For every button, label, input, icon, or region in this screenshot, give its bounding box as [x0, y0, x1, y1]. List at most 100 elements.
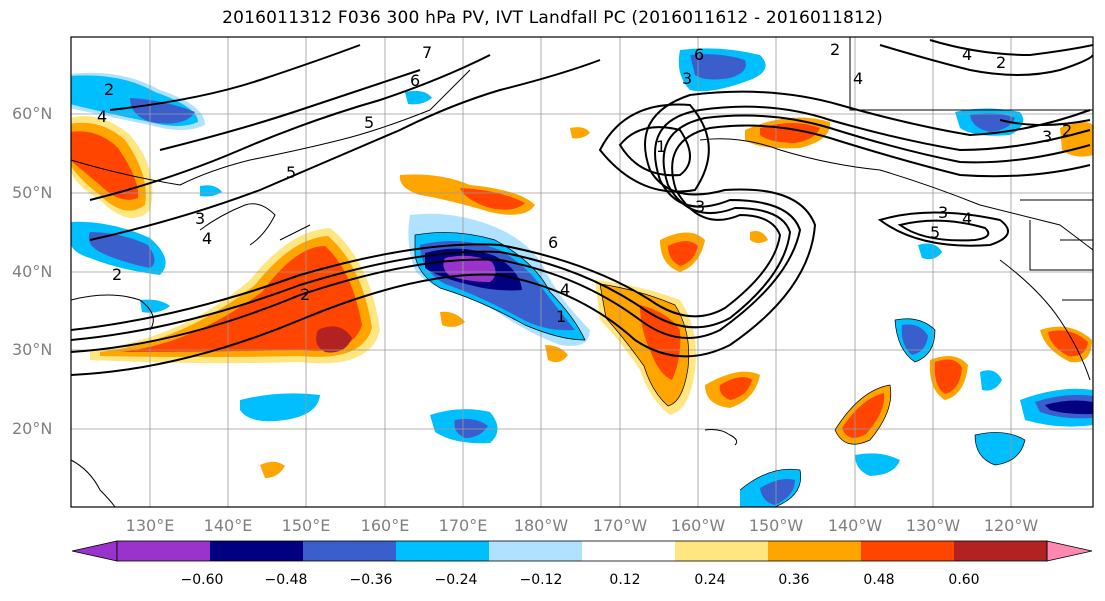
lon-label: 140°W: [827, 516, 883, 535]
contour-label: 4: [853, 69, 863, 88]
plot-frame: [70, 36, 1094, 508]
contour-label: 7: [422, 43, 432, 62]
positive-anomaly-region: [316, 326, 352, 353]
contour-label: 5: [286, 163, 296, 182]
shaded-fields: [71, 48, 1093, 507]
contour-label: 2: [1062, 121, 1072, 140]
colorbar-bin: [954, 541, 1048, 561]
lat-label: 60°N: [12, 104, 53, 123]
contour-labels: 2 4 2 4 1 5 5 6 6 7 1 3 3 4 2 2 4 4 2 3 …: [97, 40, 1072, 326]
colorbar-bin: [489, 541, 583, 561]
lon-label: 160°E: [360, 516, 410, 535]
colorbar-tick-label: −0.36: [349, 572, 393, 588]
colorbar-bin: [582, 541, 676, 561]
positive-anomaly-region: [460, 188, 525, 210]
colorbar-bin: [117, 541, 211, 561]
negative-anomaly-region: [240, 393, 320, 422]
colorbar: [71, 540, 1093, 562]
contour-label: 4: [202, 229, 212, 248]
contour-label: 3: [695, 197, 705, 216]
negative-anomaly-region: [901, 324, 928, 355]
colorbar-bin: [675, 541, 769, 561]
contour-label: 4: [97, 107, 107, 126]
contour-label: 2: [830, 40, 840, 59]
colorbar-tick-label: 0.24: [694, 572, 726, 588]
negative-anomaly-region: [88, 232, 155, 268]
contour-label: 5: [930, 223, 940, 242]
contour-label: 2: [300, 285, 310, 304]
lon-label: 120°W: [983, 516, 1039, 535]
contour-label: 4: [962, 209, 972, 228]
lon-label: 170°E: [438, 516, 488, 535]
positive-anomaly-region: [440, 311, 465, 327]
contour-label: 6: [410, 71, 420, 90]
contour-label: 4: [560, 280, 570, 299]
positive-anomaly-region: [750, 231, 768, 243]
contour-label: 3: [938, 203, 948, 222]
contour-label: 3: [195, 209, 205, 228]
colorbar-tick-label: 0.12: [609, 572, 641, 588]
pv-contours: [71, 39, 1093, 376]
lon-label: 130°E: [125, 516, 175, 535]
colorbar-tick-label: 0.36: [778, 572, 810, 588]
contour-label: 2: [996, 53, 1006, 72]
positive-anomaly-region: [842, 393, 885, 438]
anomaly-outlines: [414, 232, 1026, 507]
positive-anomaly-region: [71, 131, 139, 200]
colorbar-frame: [116, 540, 1048, 562]
negative-anomaly-region: [200, 185, 222, 197]
lon-label: 130°W: [905, 516, 961, 535]
colorbar-bin: [861, 541, 955, 561]
colorbar-tick-label: −0.60: [180, 572, 224, 588]
lon-label: 180°W: [513, 516, 569, 535]
negative-anomaly-region: [975, 432, 1025, 465]
colorbar-bin: [210, 541, 304, 561]
colorbar-tick-label: −0.48: [264, 572, 308, 588]
contour-label: 6: [694, 45, 704, 64]
negative-anomaly-region: [690, 54, 746, 80]
lon-label: 160°W: [670, 516, 726, 535]
positive-anomaly-region: [760, 123, 820, 143]
colorbar-bin: [768, 541, 862, 561]
colorbar-tick-label: −0.12: [519, 572, 563, 588]
positive-anomaly-region: [260, 461, 285, 478]
lon-label: 150°E: [281, 516, 331, 535]
graticule: [71, 37, 1093, 507]
negative-anomaly-region: [970, 113, 1015, 132]
lat-label: 40°N: [12, 262, 53, 281]
lon-label: 140°E: [203, 516, 253, 535]
colorbar-tick-label: 0.60: [948, 572, 980, 588]
lat-label: 20°N: [12, 419, 53, 438]
negative-anomaly-region: [855, 453, 900, 476]
contour-label: 1: [556, 307, 566, 326]
colorbar-bin: [303, 541, 397, 561]
coastlines: [71, 37, 1093, 507]
negative-anomaly-region: [760, 479, 795, 505]
colorbar-extend-min: [71, 540, 118, 562]
contour-label: 3: [682, 69, 692, 88]
positive-anomaly-region: [570, 127, 590, 139]
positive-anomaly-region: [668, 241, 698, 266]
lon-label: 170°W: [592, 516, 648, 535]
contour-label: 1: [656, 137, 666, 156]
colorbar-tick-label: 0.48: [863, 572, 895, 588]
positive-anomaly-region: [120, 246, 362, 352]
colorbar-bin: [396, 541, 490, 561]
positive-anomaly-region: [719, 376, 752, 400]
negative-anomaly-region: [140, 299, 170, 313]
positive-anomaly-region: [934, 359, 962, 394]
lon-label: 150°W: [748, 516, 804, 535]
contour-label: 4: [962, 45, 972, 64]
contour-label: 2: [104, 80, 114, 99]
contour-label: 5: [364, 113, 374, 132]
contour-label: 6: [548, 233, 558, 252]
negative-anomaly-region: [980, 370, 1002, 391]
lat-label: 50°N: [12, 183, 53, 202]
negative-anomaly-region: [1045, 400, 1093, 415]
contour-label: 3: [1042, 127, 1052, 146]
negative-anomaly-region: [405, 90, 432, 105]
positive-anomaly-region: [545, 345, 568, 363]
lat-label: 30°N: [12, 340, 53, 359]
map-title: 2016011312 F036 300 hPa PV, IVT Landfall…: [222, 8, 883, 28]
